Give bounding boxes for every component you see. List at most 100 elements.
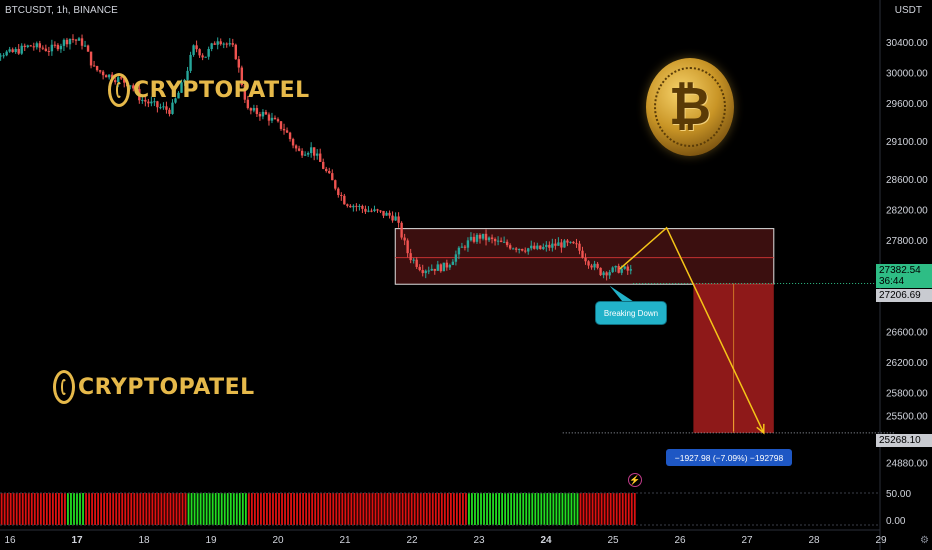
indicator-bar — [293, 493, 295, 525]
candle-body — [156, 101, 159, 108]
target-price-tag: 25268.10 — [876, 434, 932, 447]
gear-icon[interactable]: ⚙ — [920, 535, 929, 546]
candle-body — [44, 48, 48, 51]
candle-body — [74, 39, 78, 41]
candle-body — [620, 268, 623, 273]
indicator-bar — [477, 493, 479, 525]
y-tick-label: 29100.00 — [886, 137, 928, 148]
indicator-bar — [247, 493, 250, 525]
candle-body — [505, 241, 509, 246]
indicator-bar — [624, 493, 627, 525]
candle-body — [409, 253, 412, 261]
candle-body — [282, 128, 286, 131]
indicator-bar — [564, 493, 567, 525]
indicator-bar — [549, 493, 552, 525]
candle-body — [261, 111, 265, 117]
candle-body — [303, 154, 307, 156]
candle-body — [457, 247, 461, 255]
candle-body — [168, 109, 171, 114]
indicator-bar — [422, 493, 425, 525]
candle-body — [566, 240, 569, 243]
candle-body — [536, 245, 539, 249]
indicator-bar — [480, 493, 482, 525]
indicator-bar — [226, 493, 229, 525]
candle-body — [56, 44, 60, 50]
measure-label[interactable]: −1927.98 (−7.09%) −192798 — [666, 449, 792, 466]
candle-body — [599, 267, 602, 276]
candle-body — [243, 85, 247, 100]
indicator-bar — [633, 493, 636, 525]
candle-body — [198, 49, 201, 56]
indicator-bar — [151, 493, 154, 525]
candle-body — [343, 195, 346, 205]
indicator-bar — [302, 493, 305, 525]
candle-body — [364, 208, 367, 212]
candle-body — [448, 264, 452, 268]
indicator-bar — [471, 493, 473, 525]
indicator-bar — [353, 493, 356, 525]
candle-body — [255, 108, 259, 114]
candle-body — [373, 209, 376, 212]
candle-body — [487, 237, 491, 241]
candle-body — [548, 244, 551, 248]
candle-body — [421, 270, 424, 274]
indicator-bar — [534, 493, 537, 525]
candle-body — [412, 259, 415, 261]
indicator-bar — [263, 493, 265, 525]
candle-body — [587, 261, 590, 266]
candle-body — [355, 205, 358, 207]
brand-watermark-text: CRYPTOPATEL — [133, 77, 310, 103]
candle-body — [62, 39, 66, 46]
candle-body — [180, 82, 183, 93]
breaking-down-callout[interactable]: Breaking Down — [596, 302, 666, 324]
indicator-bar — [124, 493, 127, 525]
indicator-bar — [449, 493, 452, 525]
candle-body — [581, 250, 584, 258]
candle-body — [276, 119, 280, 122]
candle-body — [527, 248, 530, 252]
flash-icon[interactable]: ⚡ — [628, 473, 642, 487]
indicator-bar — [79, 493, 81, 525]
y-tick-label: 27800.00 — [886, 236, 928, 247]
indicator-bar — [395, 493, 398, 525]
x-tick-label: 18 — [138, 535, 150, 546]
indicator-bar — [612, 493, 615, 525]
indicator-bar — [582, 493, 585, 525]
indicator-bar — [127, 493, 130, 525]
indicator-bar — [109, 493, 112, 525]
indicator-bar — [386, 493, 389, 525]
indicator-bar — [537, 493, 540, 525]
indicator-bar — [9, 493, 12, 525]
indicator-bar — [205, 493, 208, 525]
candle-body — [388, 212, 391, 216]
candle-body — [391, 215, 394, 221]
candle-body — [225, 43, 228, 45]
y-tick-label: 24880.00 — [886, 458, 928, 469]
indicator-bar — [266, 493, 268, 525]
indicator-bar — [73, 493, 75, 525]
indicator-bar — [130, 493, 133, 525]
x-tick-label: 21 — [339, 535, 351, 546]
candle-body — [252, 108, 256, 111]
candle-body — [150, 101, 153, 104]
indicator-bar — [585, 493, 588, 525]
indicator-bar — [287, 493, 289, 525]
indicator-bar — [522, 493, 525, 525]
candle-body — [340, 195, 343, 197]
indicator-bar — [495, 493, 497, 525]
indicator-bar — [600, 493, 603, 525]
candle-body — [92, 65, 96, 67]
symbol-label[interactable]: BTCUSDT, 1h, BINANCE — [5, 5, 118, 16]
indicator-bar — [561, 493, 564, 525]
candle-body — [53, 44, 57, 46]
indicator-bar — [284, 493, 286, 525]
candle-body — [297, 148, 301, 151]
indicator-bar — [290, 493, 292, 525]
indicator-bar — [335, 493, 338, 525]
callout-pointer — [609, 285, 636, 303]
indicator-bar — [410, 493, 413, 525]
candle-body — [192, 45, 195, 55]
candle-body — [331, 173, 334, 181]
candle-body — [300, 150, 304, 156]
